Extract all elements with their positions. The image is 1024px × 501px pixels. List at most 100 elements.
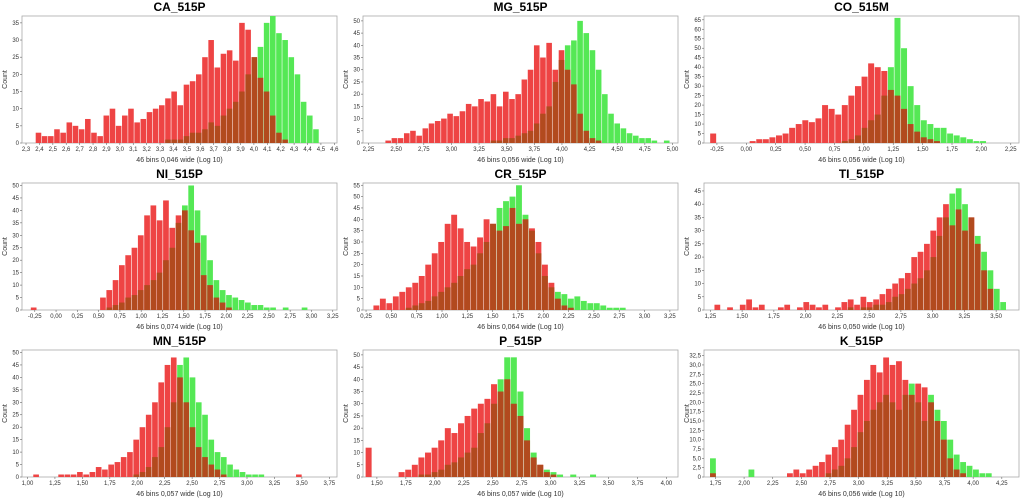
overlap-bar <box>152 457 158 477</box>
x-tick-label: 2,75 <box>284 314 296 320</box>
red-bar <box>119 265 125 310</box>
y-tick-label: 15 <box>353 438 360 444</box>
y-tick-label: 10 <box>353 285 360 291</box>
x-tick-label: 2,00 <box>220 314 232 320</box>
y-tick-label: 35 <box>12 221 19 227</box>
green-bar <box>639 138 645 143</box>
overlap-bar <box>947 458 954 477</box>
overlap-bar <box>876 402 883 477</box>
x-tick-label: 3,25 <box>269 481 281 487</box>
overlap-bar <box>844 458 851 477</box>
y-tick-label: 15 <box>12 438 19 444</box>
red-bar <box>134 122 140 143</box>
green-bar <box>239 472 246 477</box>
red-bar <box>33 474 39 477</box>
x-tick-label: 2,75 <box>418 147 430 153</box>
histogram-panel-mn-515p: MN_515P 0 5 10 15 20 25 30 35 40 45 50 1,00 1,25 1,50 1… <box>0 334 341 501</box>
red-bar <box>762 139 769 143</box>
overlap-bar <box>889 402 896 477</box>
overlap-bar <box>896 409 902 477</box>
green-bar <box>300 101 307 143</box>
overlap-bar <box>583 130 590 143</box>
green-bar <box>238 300 245 310</box>
green-bar <box>613 307 620 310</box>
green-bar <box>947 133 954 143</box>
chart-title: P_515P <box>499 334 542 348</box>
y-tick-label: 15 <box>12 271 19 277</box>
red-bar <box>60 132 66 143</box>
green-bar <box>914 105 921 143</box>
x-tick-label: 3,25 <box>881 481 893 487</box>
red-bar <box>54 129 60 143</box>
red-bar <box>854 304 860 310</box>
y-tick-label: 5,0 <box>693 456 702 462</box>
red-bar <box>441 118 447 143</box>
x-tick-label: 0,25 <box>360 314 372 320</box>
red-bar <box>503 91 509 143</box>
overlap-bar <box>550 474 557 477</box>
overlap-bar <box>870 409 877 477</box>
red-bar <box>85 118 91 143</box>
y-tick-label: 30 <box>12 400 19 406</box>
red-bar <box>727 307 733 310</box>
plot-area <box>703 15 1020 144</box>
y-tick-label: 55 <box>694 37 701 43</box>
y-axis-label: Count <box>2 404 9 423</box>
x-tick-label: 3,00 <box>853 481 865 487</box>
overlap-bar <box>214 469 221 477</box>
red-bar <box>131 247 138 310</box>
green-bar <box>226 295 232 310</box>
y-tick-label: 40 <box>353 217 360 223</box>
y-tick-label: 20 <box>694 255 701 261</box>
histogram-panel-co-515m: CO_515M 0 5 10 15 20 25 30 35 40 45 50 55 60 65 -0,25 0,… <box>682 0 1023 167</box>
overlap-bar <box>183 402 190 477</box>
x-tick-label: 1,75 <box>946 147 958 153</box>
overlap-bar <box>936 235 943 310</box>
red-bar <box>714 304 721 310</box>
green-bar <box>583 33 590 143</box>
x-tick-label: 3,50 <box>603 481 615 487</box>
green-bar <box>313 129 319 143</box>
overlap-bar <box>883 394 890 477</box>
green-bar <box>626 133 633 143</box>
x-tick-label: 2,25 <box>832 314 844 320</box>
green-bar <box>940 127 947 143</box>
red-bar <box>416 135 422 143</box>
y-tick-label: 40 <box>353 377 360 383</box>
overlap-bar <box>444 287 451 310</box>
red-bar <box>405 469 412 477</box>
red-bar <box>112 280 119 310</box>
x-tick-label: 2,25 <box>563 314 575 320</box>
overlap-bar <box>282 139 288 143</box>
x-tick-label: 2,00 <box>800 314 812 320</box>
x-tick-label: 2,9 <box>102 147 111 153</box>
red-bar <box>70 474 77 477</box>
chart-title: NI_515P <box>156 167 203 181</box>
overlap-bar <box>552 81 559 143</box>
histogram-ca-515p: CA_515P 0 5 10 15 20 25 30 35 2,3 2,4 2,5 2,6 2,7 2,8 2… <box>2 0 339 164</box>
green-bar <box>590 474 597 477</box>
y-tick-label: 45 <box>694 189 701 195</box>
y-tick-label: 15 <box>353 274 360 280</box>
red-bar <box>540 57 546 144</box>
red-bar <box>784 304 791 310</box>
overlap-bar <box>934 420 941 477</box>
y-tick-label: 30 <box>353 68 360 74</box>
overlap-bar <box>150 280 157 310</box>
overlap-bar <box>451 462 458 477</box>
green-bar <box>258 474 265 477</box>
green-bar <box>894 17 901 143</box>
overlap-bar <box>276 132 282 143</box>
y-tick-label: 15 <box>353 104 360 110</box>
green-bar <box>927 124 934 143</box>
red-bar <box>756 139 763 143</box>
red-bar <box>156 220 163 310</box>
x-tick-label: 2,50 <box>796 481 808 487</box>
histogram-panel-mg-515p: MG_515P 0 5 10 15 20 25 30 35 40 45 50 2,25 2,50 2,75 3… <box>341 0 682 167</box>
overlap-bar <box>908 394 915 477</box>
red-bar <box>854 86 861 143</box>
x-tick-label: 2,50 <box>487 481 499 487</box>
red-bar <box>795 124 802 143</box>
x-tick-label: 4,00 <box>556 147 568 153</box>
